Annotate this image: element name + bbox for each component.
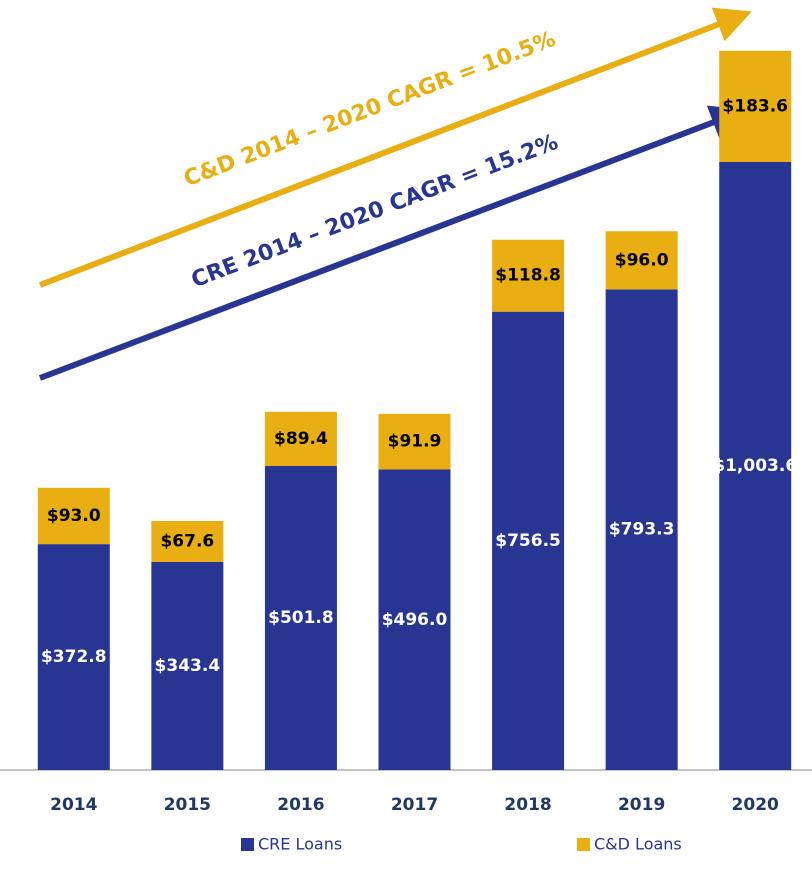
bar-segment	[605, 289, 678, 770]
x-tick-label: 2017	[391, 795, 438, 815]
value-label: $343.4	[155, 656, 221, 676]
value-label: $89.4	[274, 429, 328, 449]
value-label: $1,003.6	[713, 456, 797, 476]
legend-swatch	[577, 838, 590, 851]
value-label: $756.5	[495, 531, 561, 551]
bar-segment	[378, 469, 451, 770]
value-label: $96.0	[615, 250, 669, 270]
bar-segment	[264, 411, 337, 466]
value-label: $91.9	[388, 432, 442, 452]
value-label: $793.3	[609, 520, 675, 540]
x-tick-label: 2016	[277, 795, 324, 815]
bar-segment	[37, 544, 110, 770]
x-tick-label: 2019	[618, 795, 665, 815]
bar-segment	[378, 413, 451, 470]
value-label: $496.0	[382, 610, 448, 630]
value-label: $183.6	[722, 96, 788, 116]
bar-segment	[151, 561, 224, 770]
bar-segment	[264, 465, 337, 770]
value-label: $118.8	[495, 266, 561, 286]
bar-segment	[719, 161, 792, 771]
x-tick-label: 2014	[50, 795, 97, 815]
bar-segment	[492, 311, 565, 770]
value-label: $501.8	[268, 608, 334, 628]
value-label: $93.0	[47, 506, 101, 526]
bar-segment	[37, 487, 110, 545]
cd-arrow	[38, 7, 752, 288]
legend-label: CRE Loans	[258, 835, 342, 854]
cre-arrow	[38, 105, 747, 381]
bar-segment	[151, 521, 224, 562]
legend-label: C&D Loans	[594, 835, 682, 854]
bar-segment	[605, 231, 678, 290]
value-label: $67.6	[160, 531, 214, 551]
bar-segment	[492, 239, 565, 312]
x-tick-label: 2020	[732, 795, 779, 815]
x-tick-label: 2018	[504, 795, 551, 815]
legend-swatch	[241, 838, 254, 851]
bar-segment	[719, 50, 792, 162]
x-tick-label: 2015	[164, 795, 211, 815]
value-label: $372.8	[41, 647, 107, 667]
